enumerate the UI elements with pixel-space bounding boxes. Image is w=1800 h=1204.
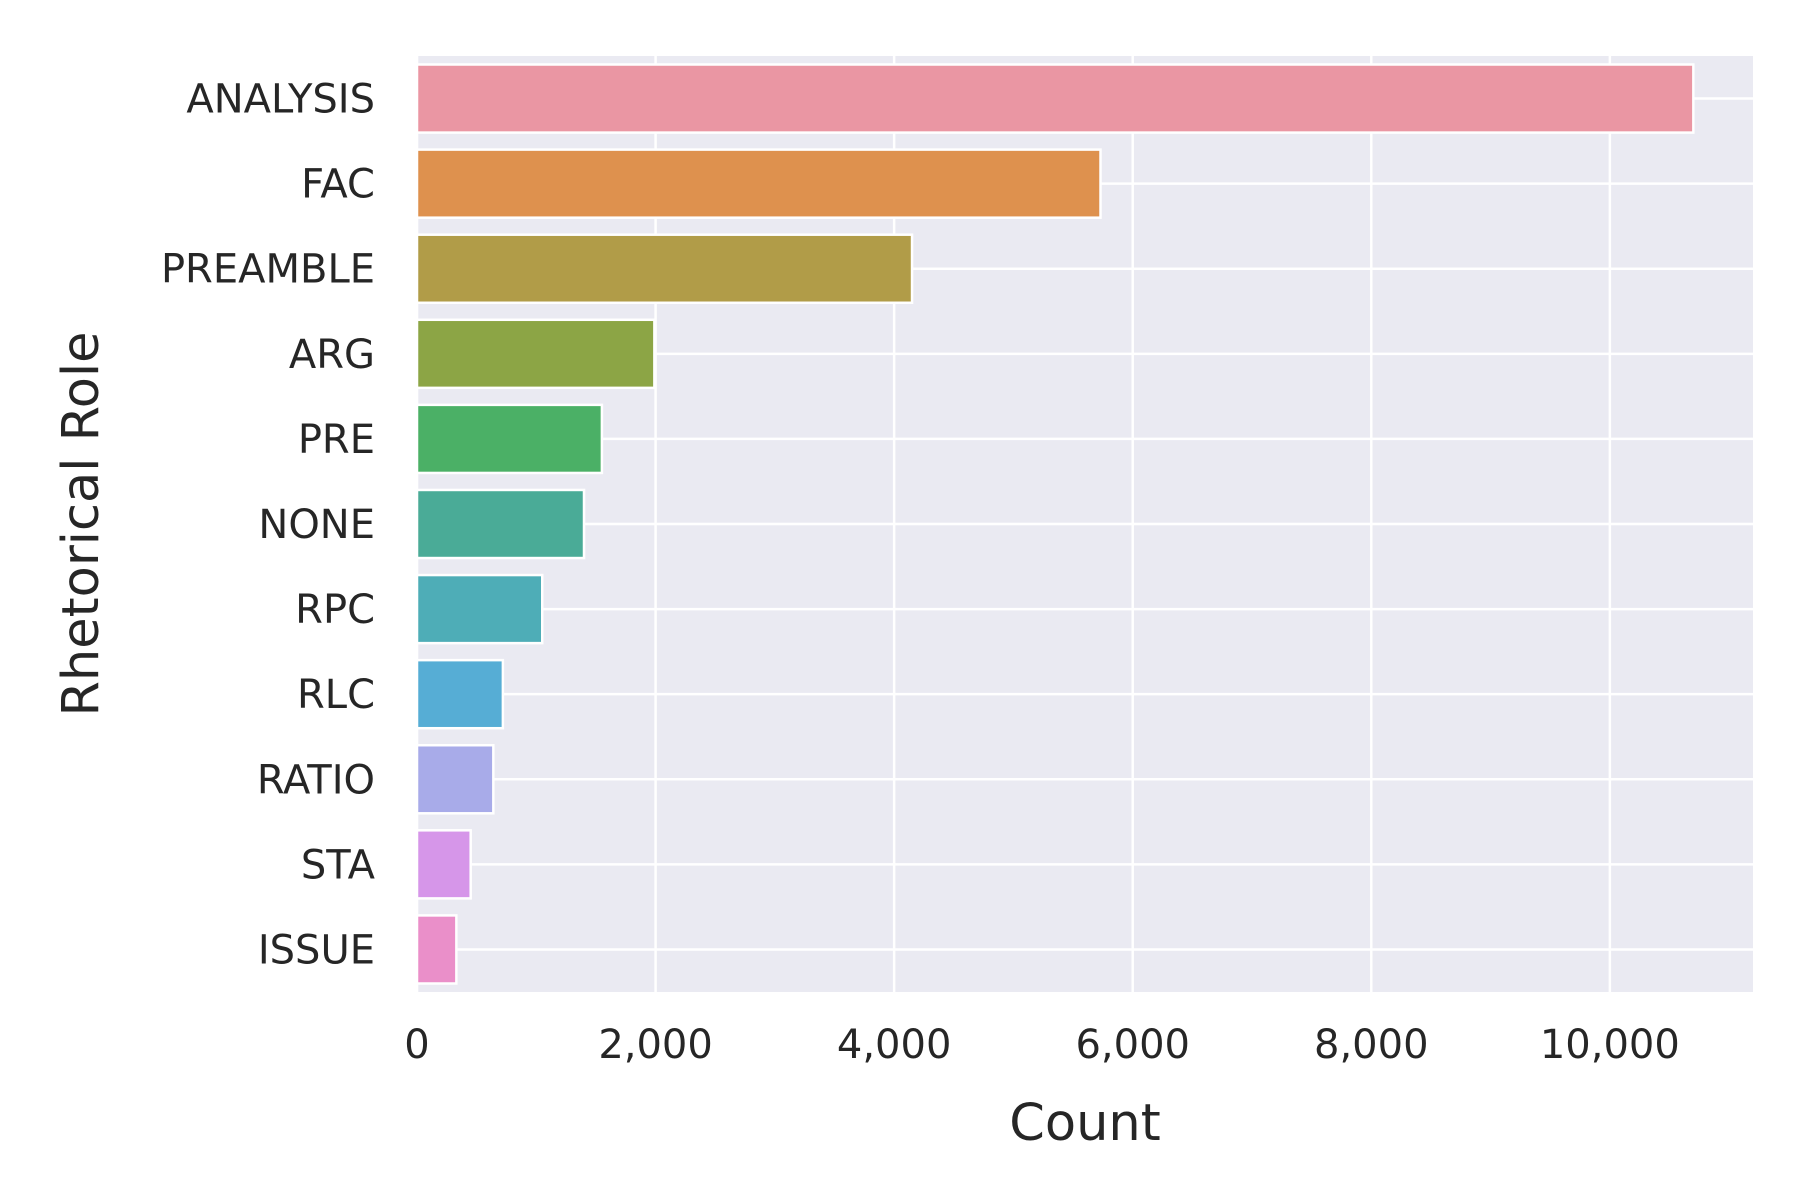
category-label-analysis: ANALYSIS — [186, 77, 375, 123]
category-label-arg: ARG — [289, 332, 375, 378]
category-label-fac: FAC — [301, 162, 375, 208]
category-label-rpc: RPC — [295, 587, 375, 633]
bars — [415, 63, 1695, 985]
x-tick-label: 6,000 — [1075, 1022, 1190, 1068]
category-label-issue: ISSUE — [258, 927, 375, 973]
y-axis-title: Rhetorical Role — [52, 331, 111, 716]
bar-fac — [415, 148, 1102, 219]
bar-analysis — [415, 63, 1695, 134]
bar-pre — [415, 403, 604, 475]
bar-issue — [415, 914, 458, 985]
bar-arg — [415, 318, 656, 390]
x-tick-label: 10,000 — [1540, 1022, 1680, 1068]
bar-rpc — [415, 573, 544, 645]
x-tick-labels: 0 2,000 4,000 6,000 8,000 10,000 — [404, 1022, 1680, 1068]
category-label-ratio: RATIO — [257, 757, 375, 803]
x-tick-label: 8,000 — [1314, 1022, 1429, 1068]
category-labels: ANALYSIS FAC PREAMBLE ARG PRE NONE RPC RLC RATIO… — [161, 77, 376, 974]
x-tick-label: 4,000 — [837, 1022, 952, 1068]
category-label-none: NONE — [258, 502, 375, 548]
bar-preamble — [415, 233, 914, 305]
x-tick-label: 2,000 — [598, 1022, 713, 1068]
bar-ratio — [415, 743, 495, 815]
category-label-pre: PRE — [298, 417, 375, 463]
category-label-rlc: RLC — [297, 672, 375, 718]
category-label-preamble: PREAMBLE — [161, 247, 375, 293]
bar-none — [415, 488, 586, 560]
bar-sta — [415, 829, 472, 900]
x-axis-title: Count — [1009, 1094, 1160, 1153]
x-tick-label: 0 — [404, 1022, 429, 1068]
category-label-sta: STA — [301, 842, 376, 888]
bar-rlc — [415, 658, 505, 730]
